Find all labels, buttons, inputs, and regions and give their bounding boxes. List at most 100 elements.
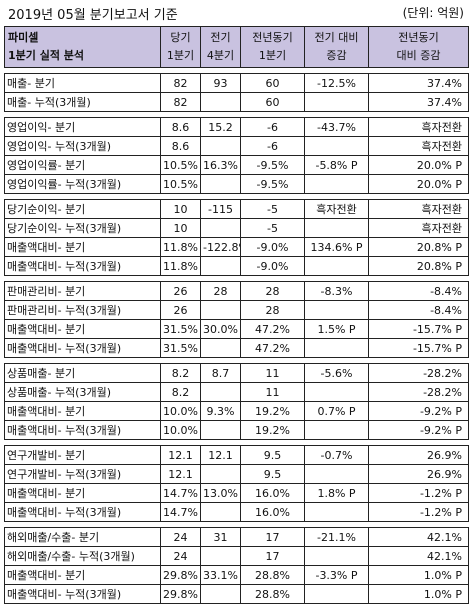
year-ago-quarter: 11 — [240, 363, 305, 383]
row-label: 매출액대비- 분기 — [4, 319, 161, 339]
unit-label: (단위: 억원) — [402, 6, 464, 20]
header-current: 당기 1분기 — [160, 26, 201, 68]
table-row: 매출액대비- 분기 14.7% 13.0% 16.0% 1.8% P -1.2% P — [4, 483, 469, 503]
yoy-change: 20.0% P — [368, 174, 469, 194]
row-label: 당기순이익- 분기 — [4, 199, 161, 219]
row-label: 매출액대비- 분기 — [4, 565, 161, 585]
qoq-change — [304, 136, 369, 156]
previous-quarter — [200, 300, 241, 320]
row-label: 영업이익률- 분기 — [4, 155, 161, 175]
year-ago-quarter: 28.8% — [240, 584, 305, 604]
previous-quarter — [200, 136, 241, 156]
year-ago-quarter: 9.5 — [240, 445, 305, 465]
header-yoy-change: 전년동기 대비 증감 — [368, 26, 469, 68]
current-quarter: 26 — [160, 281, 201, 301]
qoq-change — [304, 464, 369, 484]
current-quarter: 24 — [160, 527, 201, 547]
header-line: 전년동기 — [252, 31, 293, 44]
current-quarter: 10.5% — [160, 155, 201, 175]
year-ago-quarter: 60 — [240, 73, 305, 93]
qoq-change: -12.5% — [304, 73, 369, 93]
previous-quarter — [200, 338, 241, 358]
table-row: 영업이익- 분기 8.6 15.2 -6 -43.7% 흑자전환 — [4, 117, 469, 137]
table-body: 매출- 분기 82 93 60 -12.5% 37.4% 매출- 누적(3개월) 82 60 37… — [4, 67, 469, 604]
previous-quarter — [200, 546, 241, 566]
yoy-change: -1.2% P — [368, 502, 469, 522]
current-quarter: 31.5% — [160, 319, 201, 339]
previous-quarter: 30.0% — [200, 319, 241, 339]
yoy-change: 37.4% — [368, 92, 469, 112]
yoy-change: 흑자전환 — [368, 218, 469, 238]
previous-quarter: 9.3% — [200, 401, 241, 421]
header-line: 증감 — [326, 49, 347, 62]
yoy-change: -28.2% — [368, 382, 469, 402]
row-label: 매출- 누적(3개월) — [4, 92, 161, 112]
previous-quarter: 13.0% — [200, 483, 241, 503]
qoq-change: 0.7% P — [304, 401, 369, 421]
table-row: 매출액대비- 분기 31.5% 30.0% 47.2% 1.5% P -15.7% P — [4, 319, 469, 339]
table-row: 매출액대비- 누적(3개월) 29.8% 28.8% 1.0% P — [4, 584, 469, 604]
previous-quarter: 8.7 — [200, 363, 241, 383]
qoq-change: -5.8% P — [304, 155, 369, 175]
current-quarter: 29.8% — [160, 584, 201, 604]
row-label: 판매관리비- 누적(3개월) — [4, 300, 161, 320]
year-ago-quarter: -9.0% — [240, 256, 305, 276]
table-row: 매출액대비- 분기 29.8% 33.1% 28.8% -3.3% P 1.0% P — [4, 565, 469, 585]
header-qoq-change: 전기 대비 증감 — [304, 26, 369, 68]
qoq-change — [304, 92, 369, 112]
qoq-change: -8.3% — [304, 281, 369, 301]
qoq-change — [304, 382, 369, 402]
previous-quarter: -115 — [200, 199, 241, 219]
row-label: 영업이익률- 누적(3개월) — [4, 174, 161, 194]
qoq-change: -0.7% — [304, 445, 369, 465]
year-ago-quarter: -5 — [240, 218, 305, 238]
qoq-change: 1.5% P — [304, 319, 369, 339]
current-quarter: 11.8% — [160, 237, 201, 257]
row-label: 해외매출/수출- 누적(3개월) — [4, 546, 161, 566]
table-row: 매출액대비- 누적(3개월) 31.5% 47.2% -15.7% P — [4, 338, 469, 358]
qoq-change — [304, 218, 369, 238]
row-label: 상품매출- 누적(3개월) — [4, 382, 161, 402]
previous-quarter: 31 — [200, 527, 241, 547]
yoy-change: 26.9% — [368, 445, 469, 465]
table-row: 매출액대비- 누적(3개월) 10.0% 19.2% -9.2% P — [4, 420, 469, 440]
qoq-change — [304, 546, 369, 566]
table-row: 상품매출- 누적(3개월) 8.2 11 -28.2% — [4, 382, 469, 402]
yoy-change: -15.7% P — [368, 319, 469, 339]
table-row: 영업이익률- 누적(3개월) 10.5% -9.5% 20.0% P — [4, 174, 469, 194]
year-ago-quarter: -6 — [240, 136, 305, 156]
yoy-change: 1.0% P — [368, 565, 469, 585]
header-line: 1분기 — [166, 49, 195, 62]
row-label: 영업이익- 누적(3개월) — [4, 136, 161, 156]
year-ago-quarter: 9.5 — [240, 464, 305, 484]
table-row: 판매관리비- 누적(3개월) 26 28 -8.4% — [4, 300, 469, 320]
year-ago-quarter: 47.2% — [240, 319, 305, 339]
company-name: 파미셀 — [8, 31, 39, 44]
current-quarter: 10.0% — [160, 420, 201, 440]
yoy-change: -9.2% P — [368, 420, 469, 440]
table-row: 연구개발비- 분기 12.1 12.1 9.5 -0.7% 26.9% — [4, 445, 469, 465]
table-row: 당기순이익- 누적(3개월) 10 -5 흑자전환 — [4, 218, 469, 238]
yoy-change: 42.1% — [368, 527, 469, 547]
header-company: 파미셀 1분기 실적 분석 — [4, 26, 161, 68]
header-line: 전년동기 — [398, 31, 439, 44]
yoy-change: 26.9% — [368, 464, 469, 484]
year-ago-quarter: 28.8% — [240, 565, 305, 585]
year-ago-quarter: 19.2% — [240, 420, 305, 440]
row-label: 판매관리비- 분기 — [4, 281, 161, 301]
header-line: 당기 — [170, 31, 191, 44]
yoy-change: -8.4% — [368, 300, 469, 320]
row-label: 매출액대비- 누적(3개월) — [4, 584, 161, 604]
table-row: 해외매출/수출- 분기 24 31 17 -21.1% 42.1% — [4, 527, 469, 547]
qoq-change: 1.8% P — [304, 483, 369, 503]
yoy-change: -1.2% P — [368, 483, 469, 503]
report-title: 2019년 05월 분기보고서 기준 — [8, 8, 178, 23]
table-header-row: 파미셀 1분기 실적 분석 당기 1분기 전기 4분기 전년동기 1분기 전기 대비 증… — [4, 26, 469, 68]
previous-quarter: 15.2 — [200, 117, 241, 137]
year-ago-quarter: 16.0% — [240, 483, 305, 503]
table-row: 연구개발비- 누적(3개월) 12.1 9.5 26.9% — [4, 464, 469, 484]
year-ago-quarter: -9.0% — [240, 237, 305, 257]
current-quarter: 8.6 — [160, 117, 201, 137]
year-ago-quarter: -9.5% — [240, 174, 305, 194]
